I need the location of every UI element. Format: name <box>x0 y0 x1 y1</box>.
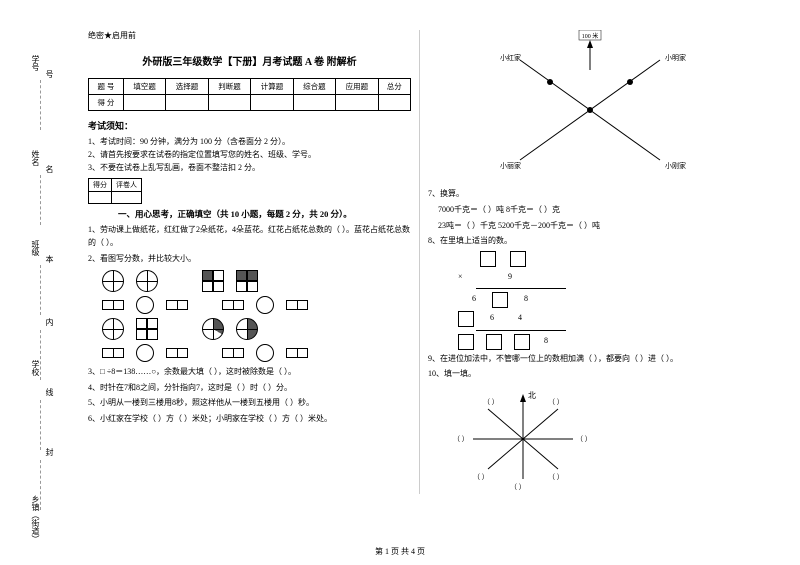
circle-icon <box>202 318 224 340</box>
svg-text:（ ）: （ ） <box>510 483 526 491</box>
th-4: 计算题 <box>251 79 293 95</box>
q9: 9、在进位加法中，不管哪一位上的数相加满（ ），都要向（ ）进（ ）。 <box>428 353 752 366</box>
compare-circle[interactable] <box>136 296 154 314</box>
multiplication-block: ×9 68 64 8 <box>458 251 752 349</box>
svg-text:（ ）: （ ） <box>483 398 499 406</box>
compass-north: 北 <box>528 391 536 400</box>
q10: 10、填一填。 <box>428 368 752 381</box>
q7-l2: 23吨＝（ ）千克 5200千克－200千克＝（ ）吨 <box>438 220 752 233</box>
section1-title: 一、用心思考，正确填空（共 10 小题，每题 2 分，共 20 分）。 <box>118 208 411 220</box>
sb-hint-2: 本 <box>44 255 55 263</box>
sb-label-0: 学号 <box>30 55 41 71</box>
score-table: 题 号 填空题 选择题 判断题 计算题 综合题 应用题 总分 得 分 <box>88 78 411 111</box>
q3: 3、□ ÷8＝138……○，余数最大填（ ），这时被除数是（ ）。 <box>88 366 411 379</box>
digit-box[interactable] <box>480 251 496 267</box>
sb-label-6: 乡镇（街道） <box>30 495 41 543</box>
sb-label-2: 班级 <box>30 240 41 256</box>
digit-box[interactable] <box>458 311 474 327</box>
fraction-cmp-row2 <box>102 344 411 362</box>
svg-text:（ ）: （ ） <box>473 473 489 481</box>
fraction-figures-row1 <box>102 270 411 292</box>
th-6: 应用题 <box>336 79 378 95</box>
sb-label-4: 学校 <box>30 360 41 376</box>
th-1: 填空题 <box>123 79 165 95</box>
left-column: 绝密★启用前 外研版三年级数学【下册】月考试题 A 卷 附解析 题 号 填空题 … <box>80 30 420 494</box>
q2: 2、看图写分数，并比较大小。 <box>88 253 411 266</box>
circle-icon <box>136 270 158 292</box>
svg-text:（ ）: （ ） <box>453 435 469 443</box>
sb-hint-1: 名 <box>44 165 55 173</box>
q4: 4、时针在7和8之间，分针指向7，这时是（ ）时（ ）分。 <box>88 382 411 395</box>
svg-text:（ ）: （ ） <box>548 398 564 406</box>
page-footer: 第 1 页 共 4 页 <box>0 546 800 557</box>
th-5: 综合题 <box>293 79 335 95</box>
q8: 8、在里填上适当的数。 <box>428 235 752 248</box>
q1: 1、劳动课上做纸花，红红做了2朵纸花，4朵蓝花。红花占纸花总数的（ ）。蓝花占纸… <box>88 224 411 250</box>
q7: 7、换算。 <box>428 188 752 201</box>
digit-box[interactable] <box>458 334 474 350</box>
notice-1: 1、考试时间：90 分钟，满分为 100 分（含卷面分 2 分）。 <box>88 136 411 149</box>
classification: 绝密★启用前 <box>88 30 411 41</box>
grader-table: 得分评卷人 <box>88 178 142 204</box>
grid-icon <box>202 270 224 292</box>
th-2: 选择题 <box>166 79 208 95</box>
svg-text:（ ）: （ ） <box>548 473 564 481</box>
star-top-label: 100 米 <box>582 32 599 40</box>
notice-3: 3、不要在试卷上乱写乱画，卷面不整洁扣 2 分。 <box>88 162 411 175</box>
th-3: 判断题 <box>208 79 250 95</box>
grid-icon <box>136 318 158 340</box>
star-se: 小刚家 <box>665 161 686 170</box>
sb-hint-3: 内 <box>44 318 55 326</box>
grid-icon <box>236 270 258 292</box>
q6: 6、小红家在学校（ ）方（ ）米处；小明家在学校（ ）方（ ）米处。 <box>88 413 411 426</box>
compare-circle[interactable] <box>256 296 274 314</box>
page-title: 外研版三年级数学【下册】月考试题 A 卷 附解析 <box>88 53 411 68</box>
notice-2: 2、请首先按要求在试卷的指定位置填写您的姓名、班级、学号。 <box>88 149 411 162</box>
digit-box[interactable] <box>510 251 526 267</box>
sb-hint-4: 线 <box>44 388 55 396</box>
multiplier: 9 <box>508 270 512 284</box>
school-map-diagram: 100 米 小明家 小红家 小丽家 小刚家 <box>490 30 690 180</box>
star-nw: 小红家 <box>500 53 521 62</box>
circle-icon <box>102 318 124 340</box>
q5: 5、小明从一楼到三楼用8秒，照这样他从一楼到五楼用（ ）秒。 <box>88 397 411 410</box>
binding-sidebar: 学号 号 姓名 名 班级 本 内 学校 线 封 乡镇（街道） <box>0 0 60 565</box>
th-0: 题 号 <box>89 79 124 95</box>
digit-box[interactable] <box>514 334 530 350</box>
circle-icon <box>102 270 124 292</box>
th-7: 总分 <box>378 79 410 95</box>
q7-l1: 7000千克＝（ ）吨 8千克＝（ ）克 <box>438 204 752 217</box>
digit-box[interactable] <box>492 292 508 308</box>
star-sw: 小丽家 <box>500 161 521 170</box>
sb-hint-5: 封 <box>44 448 55 456</box>
star-ne: 小明家 <box>665 53 686 62</box>
svg-text:（ ）: （ ） <box>576 435 592 443</box>
notice-title: 考试须知： <box>88 119 411 132</box>
fraction-figures-row2 <box>102 318 411 340</box>
compare-circle[interactable] <box>256 344 274 362</box>
circle-icon <box>236 318 258 340</box>
compare-circle[interactable] <box>136 344 154 362</box>
fraction-cmp-row1 <box>102 296 411 314</box>
sb-hint-0: 号 <box>44 70 55 78</box>
right-column: 100 米 小明家 小红家 小丽家 小刚家 7、换算。 7000千克＝（ ）吨 … <box>420 30 760 494</box>
sb-label-1: 姓名 <box>30 150 41 166</box>
row2-label: 得 分 <box>89 95 124 111</box>
digit-box[interactable] <box>486 334 502 350</box>
compass-diagram: 北 （ ） （ ） （ ） （ ） （ ） （ ） （ ） <box>448 384 598 494</box>
